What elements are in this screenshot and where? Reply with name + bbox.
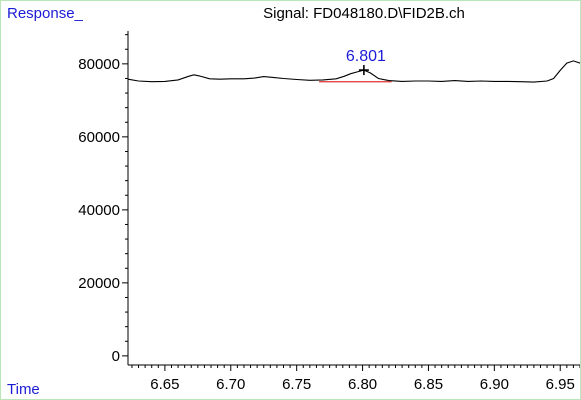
x-tick-label: 6.90 — [480, 376, 509, 393]
x-ticks: 6.65 6.70 6.75 6.80 6.85 6.90 6.95 — [131, 365, 580, 393]
x-tick-label: 6.65 — [150, 376, 179, 393]
peak-apex-marker — [358, 65, 369, 76]
y-tick-label: 20000 — [78, 275, 120, 292]
peak-label: 6.801 — [346, 48, 386, 65]
x-tick-label: 6.70 — [216, 376, 245, 393]
x-tick-label: 6.80 — [348, 376, 377, 393]
y-axis-label: Response_ — [7, 5, 84, 22]
y-tick-label: 80000 — [78, 56, 120, 73]
x-tick-label: 6.75 — [282, 376, 311, 393]
x-tick-label: 6.85 — [414, 376, 443, 393]
x-tick-label: 6.95 — [546, 376, 575, 393]
y-tick-label: 40000 — [78, 202, 120, 219]
y-ticks: 0 20000 40000 60000 80000 — [78, 34, 128, 365]
signal-trace — [127, 60, 580, 83]
y-tick-label: 60000 — [78, 129, 120, 146]
x-axis-label: Time — [7, 381, 40, 398]
chart-title: Signal: FD048180.D\FID2B.ch — [263, 5, 465, 22]
y-tick-label: 0 — [112, 348, 120, 365]
